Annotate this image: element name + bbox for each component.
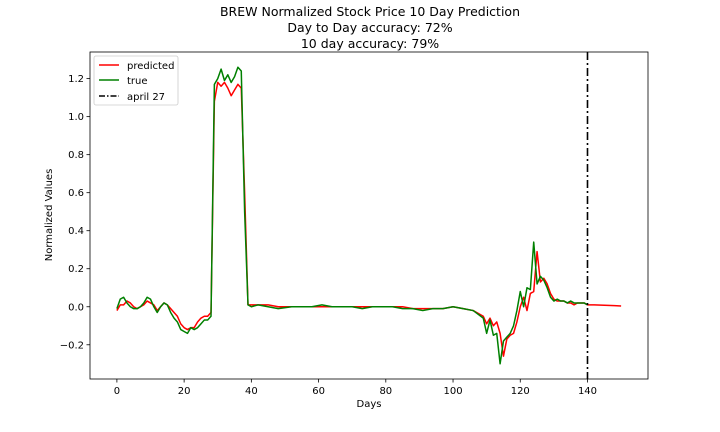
legend-label-april-27: april 27 bbox=[127, 92, 165, 103]
x-axis-label: Days bbox=[357, 399, 382, 410]
x-tick-label: 60 bbox=[312, 386, 325, 397]
x-tick-label: 40 bbox=[245, 386, 258, 397]
y-tick: 0.2 bbox=[68, 264, 90, 275]
y-tick-label: −0.2 bbox=[60, 340, 84, 351]
legend-label-predicted: predicted bbox=[127, 61, 174, 72]
y-tick: 0.6 bbox=[68, 188, 90, 199]
legend-label-true: true bbox=[127, 76, 148, 87]
x-tick-label: 80 bbox=[379, 386, 392, 397]
x-tick: 20 bbox=[178, 379, 191, 397]
x-tick-label: 0 bbox=[114, 386, 120, 397]
x-tick: 0 bbox=[114, 379, 120, 397]
series-line-true bbox=[116, 66, 588, 365]
y-tick: 0.8 bbox=[68, 150, 90, 161]
x-tick-label: 100 bbox=[443, 386, 462, 397]
plot-frame bbox=[89, 51, 649, 380]
y-tick-label: 0.2 bbox=[68, 264, 84, 275]
y-axis-label: Normalized Values bbox=[44, 169, 55, 262]
y-tick: 0.0 bbox=[68, 302, 90, 313]
y-tick-label: 1.2 bbox=[68, 74, 84, 85]
chart-subtitle-line-1: Day to Day accuracy: 72% bbox=[287, 20, 453, 35]
x-tick: 120 bbox=[511, 379, 530, 397]
x-tick-label: 120 bbox=[511, 386, 530, 397]
y-tick: 0.4 bbox=[68, 226, 90, 237]
x-tick-label: 20 bbox=[178, 386, 191, 397]
plot-area bbox=[116, 52, 622, 379]
y-tick: 1.2 bbox=[68, 74, 90, 85]
x-tick: 60 bbox=[312, 379, 325, 397]
y-tick-label: 0.4 bbox=[68, 226, 84, 237]
x-tick: 40 bbox=[245, 379, 258, 397]
x-tick: 80 bbox=[379, 379, 392, 397]
y-tick-label: 0.6 bbox=[68, 188, 84, 199]
chart-title: BREW Normalized Stock Price 10 Day Predi… bbox=[219, 4, 521, 19]
x-tick: 100 bbox=[443, 379, 463, 397]
y-axis: −0.2 0.0 0.2 0.4 0.6 0.8 1.0 1.2 bbox=[60, 74, 90, 351]
y-tick-label: 0.8 bbox=[68, 150, 84, 161]
y-tick-label: 1.0 bbox=[68, 112, 84, 123]
series-line-predicted bbox=[116, 81, 622, 357]
x-tick-label: 140 bbox=[578, 386, 597, 397]
y-tick: −0.2 bbox=[60, 340, 90, 351]
chart-title-block: BREW Normalized Stock Price 10 Day Predi… bbox=[0, 4, 720, 52]
y-tick-label: 0.0 bbox=[68, 302, 84, 313]
chart-subtitle-line-2: 10 day accuracy: 79% bbox=[300, 36, 440, 51]
y-tick: 1.0 bbox=[68, 112, 90, 123]
x-tick: 140 bbox=[578, 379, 597, 397]
legend: predicted true april 27 bbox=[93, 55, 179, 106]
x-axis: 0 20 40 60 80 100 120 140 bbox=[114, 379, 597, 397]
legend-box bbox=[93, 55, 179, 106]
